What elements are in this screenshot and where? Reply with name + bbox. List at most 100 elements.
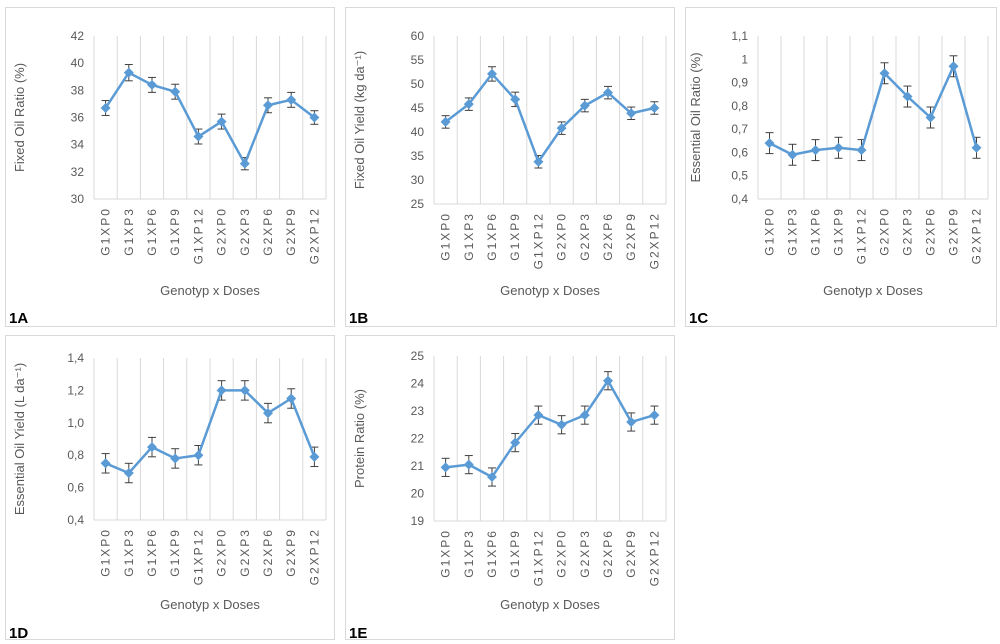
data-point	[787, 149, 798, 160]
x-tick-label: G2XP9	[284, 207, 298, 256]
data-point	[286, 94, 297, 105]
y-axis-title: Fixed Oil Ratio (%)	[12, 63, 27, 172]
y-axis-title: Essential Oil Ratio (%)	[688, 52, 703, 182]
chart-panel-1e: 19 20 21 22 23 24 25 G1XP0 G1XP3 G1XP6 G1XP9 G1XP12…	[345, 335, 675, 642]
x-tick-label: G1XP9	[168, 528, 182, 577]
data-point	[764, 138, 775, 149]
x-tick-label: G1XP6	[145, 528, 159, 577]
y-tick-label: 34	[71, 138, 85, 152]
panel-label: 1B	[349, 310, 369, 327]
x-tick-label: G1XP6	[485, 212, 499, 261]
x-tick-label: G2XP0	[878, 207, 892, 256]
data-point	[626, 108, 637, 119]
y-tick-label: 40	[411, 125, 425, 139]
data-point	[193, 131, 204, 142]
chart-1c: 0,4 0,5 0,6 0,7 0,8 0,9 1 1,1 G1XP0 G1XP3 G1XP6 G1X…	[688, 29, 989, 298]
y-tick-label: 1	[741, 52, 748, 66]
x-axis-title: Genotyp x Doses	[500, 597, 600, 612]
series-line	[105, 389, 316, 475]
x-tick-label: G1XP12	[855, 207, 869, 264]
x-tick-label: G2XP0	[555, 212, 569, 261]
y-axis-title: Fixed Oil Yield (kg da⁻¹)	[352, 51, 367, 189]
data-point	[147, 79, 157, 90]
data-point	[263, 408, 273, 419]
data-point	[147, 442, 157, 453]
chart-panel-1d: 0,4 0,6 0,8 1,0 1,2 1,4 G1XP0 G1XP3 G1XP6 G1XP9 G1…	[5, 335, 335, 642]
x-tick-label: G2XP6	[261, 207, 275, 256]
y-tick-label: 30	[71, 192, 85, 206]
y-tick-label: 45	[411, 101, 425, 115]
y-tick-label: 23	[411, 404, 425, 418]
x-tick-label: G2XP9	[624, 529, 638, 578]
panel-label: 1A	[9, 310, 29, 327]
chart-panel-1c: 0,4 0,5 0,6 0,7 0,8 0,9 1 1,1 G1XP0 G1XP3 G1XP6 G1X…	[685, 7, 997, 327]
x-axis-title: Genotyp x Doses	[160, 283, 260, 298]
x-tick-label: G2XP12	[307, 207, 321, 264]
x-tick-label: G2XP3	[578, 529, 592, 578]
data-point	[902, 91, 913, 102]
data-point	[309, 112, 320, 123]
y-tick-label: 0,7	[731, 122, 748, 136]
data-point	[510, 437, 521, 448]
x-tick-label: G1XP6	[809, 207, 823, 256]
y-tick-label: 0,4	[731, 192, 748, 206]
data-point	[309, 451, 320, 462]
y-tick-label: 40	[71, 56, 85, 70]
x-tick-label: G1XP0	[763, 207, 777, 256]
y-tick-label: 35	[411, 149, 425, 163]
y-tick-label: 32	[71, 165, 85, 179]
data-point	[463, 99, 474, 110]
x-tick-label: G1XP0	[99, 207, 113, 256]
data-point	[533, 156, 544, 167]
y-tick-label: 21	[411, 459, 425, 473]
y-tick-label: 19	[411, 514, 425, 528]
y-tick-label: 1,1	[731, 29, 748, 43]
data-point	[556, 419, 567, 430]
chart-panel-1a: 30 32 34 36 38 40 42 G1XP0 G1XP3 G1XP6 G1XP9 G1XP12…	[5, 7, 335, 327]
x-axis-title: Genotyp x Doses	[823, 283, 923, 298]
x-tick-label: G2XP6	[924, 207, 938, 256]
y-tick-label: 42	[71, 29, 85, 43]
series-line	[445, 379, 655, 479]
y-tick-label: 0,8	[731, 99, 748, 113]
data-point	[100, 102, 111, 113]
x-tick-label: G1XP12	[531, 529, 545, 586]
panel-label: 1C	[689, 310, 709, 327]
x-tick-label: G1XP6	[485, 529, 499, 578]
y-tick-label: 1,2	[67, 383, 84, 397]
data-point	[603, 375, 613, 386]
y-tick-label: 24	[411, 377, 425, 391]
x-tick-label: G2XP3	[238, 207, 252, 256]
y-tick-label: 60	[411, 29, 425, 43]
x-tick-label: G2XP0	[215, 207, 229, 256]
x-tick-label: G2XP12	[647, 529, 661, 586]
data-point	[833, 142, 844, 153]
y-tick-label: 30	[411, 173, 425, 187]
x-tick-label: G1XP3	[122, 207, 136, 256]
series-line	[104, 71, 316, 165]
y-tick-label: 38	[71, 83, 85, 97]
data-point	[510, 94, 521, 105]
data-point	[856, 145, 867, 156]
y-tick-label: 0,6	[731, 145, 748, 159]
chart-1e: 19 20 21 22 23 24 25 G1XP0 G1XP3 G1XP6 G1XP9 G1XP12…	[352, 349, 667, 612]
y-tick-label: 36	[71, 111, 85, 125]
data-point	[263, 100, 273, 111]
data-point	[649, 103, 660, 113]
data-point	[533, 410, 544, 421]
data-point	[123, 468, 134, 479]
x-tick-label: G1XP0	[99, 528, 113, 577]
x-tick-label: G1XP3	[462, 212, 476, 261]
series-line	[444, 72, 655, 164]
data-point	[170, 453, 181, 464]
x-tick-label: G2XP6	[261, 528, 275, 577]
y-tick-label: 0,5	[731, 169, 748, 183]
data-point	[100, 458, 111, 469]
series-line	[768, 65, 978, 157]
x-tick-label: G1XP12	[531, 212, 545, 269]
x-tick-label: G2XP6	[601, 212, 615, 261]
data-point	[487, 472, 497, 482]
x-tick-label: G2XP3	[238, 528, 252, 577]
y-tick-label: 0,8	[67, 448, 84, 462]
chart-1a: 30 32 34 36 38 40 42 G1XP0 G1XP3 G1XP6 G1XP9 G1XP12…	[12, 29, 327, 298]
